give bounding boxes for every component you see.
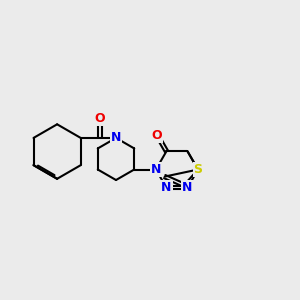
Text: N: N	[151, 163, 161, 176]
Text: N: N	[111, 131, 121, 144]
Text: O: O	[94, 112, 105, 125]
Text: N: N	[182, 181, 193, 194]
Text: N: N	[161, 181, 172, 194]
Text: O: O	[152, 129, 163, 142]
Text: S: S	[194, 163, 202, 176]
